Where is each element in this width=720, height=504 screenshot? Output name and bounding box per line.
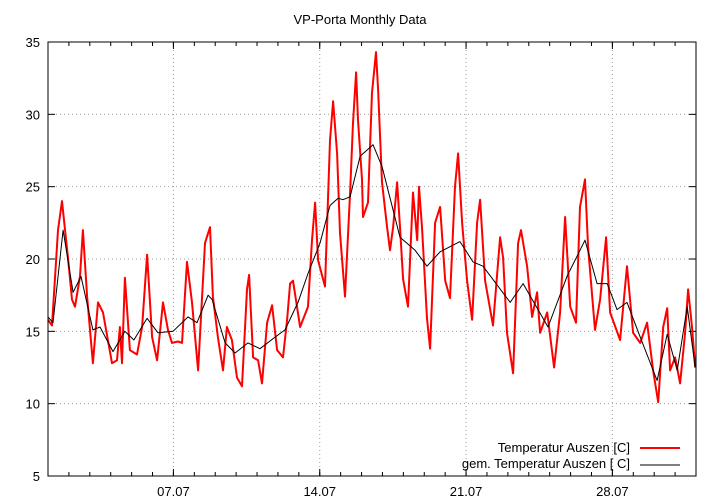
y-tick-label: 5 [33, 469, 40, 484]
y-tick-label: 15 [26, 324, 40, 339]
legend-label-temperature: Temperatur Auszen [C] [498, 440, 630, 455]
chart-title: VP-Porta Monthly Data [294, 12, 428, 27]
legend: Temperatur Auszen [C] gem. Temperatur Au… [462, 440, 680, 471]
x-tick-label: 21.07 [450, 484, 483, 499]
y-tick-label: 35 [26, 35, 40, 50]
y-tick-label: 30 [26, 107, 40, 122]
x-tick-label: 14.07 [303, 484, 336, 499]
y-tick-label: 20 [26, 252, 40, 267]
series-layer [47, 51, 697, 404]
series-line-temperature [47, 51, 697, 404]
x-tick-label: 28.07 [596, 484, 629, 499]
x-tick-label: 07.07 [157, 484, 190, 499]
y-tick-label: 25 [26, 180, 40, 195]
legend-label-average-temperature: gem. Temperatur Auszen [ C] [462, 456, 630, 471]
series-line-average-temperature [47, 144, 696, 381]
plot-frame [47, 41, 697, 477]
y-tick-label: 10 [26, 397, 40, 412]
tick-labels: 5 10 15 20 25 30 35 07.07 14.07 21.07 28.07 [26, 35, 629, 499]
